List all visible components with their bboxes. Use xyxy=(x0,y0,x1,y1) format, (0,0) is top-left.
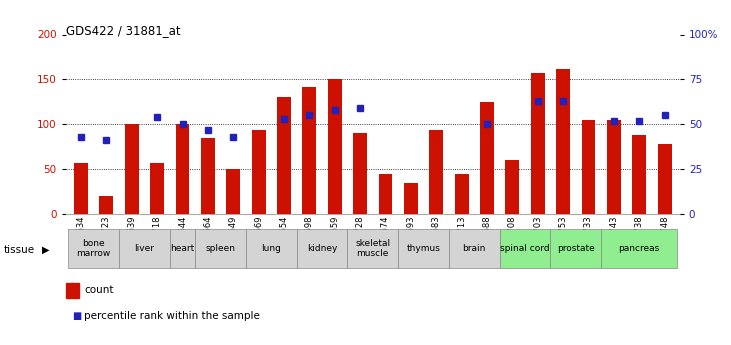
Text: prostate: prostate xyxy=(557,244,595,253)
Bar xyxy=(227,169,240,214)
Text: kidney: kidney xyxy=(307,244,337,253)
Text: ■: ■ xyxy=(72,311,81,321)
Bar xyxy=(658,144,672,214)
Bar xyxy=(601,228,678,268)
Bar xyxy=(347,228,398,268)
Bar xyxy=(550,228,601,268)
Bar xyxy=(277,97,291,214)
Bar xyxy=(150,163,164,214)
Bar xyxy=(581,120,596,214)
Text: tissue: tissue xyxy=(4,245,35,255)
Bar xyxy=(556,69,570,214)
Text: brain: brain xyxy=(463,244,486,253)
Bar xyxy=(379,174,393,214)
Text: spinal cord: spinal cord xyxy=(500,244,550,253)
Bar xyxy=(251,130,265,214)
Bar xyxy=(398,228,449,268)
Bar xyxy=(195,228,246,268)
Bar xyxy=(353,133,367,214)
Text: heart: heart xyxy=(170,244,194,253)
Bar xyxy=(480,102,494,214)
Text: lung: lung xyxy=(262,244,281,253)
Bar xyxy=(632,135,646,214)
Text: skeletal
muscle: skeletal muscle xyxy=(355,239,390,258)
Bar xyxy=(201,138,215,214)
Bar xyxy=(500,228,550,268)
Text: percentile rank within the sample: percentile rank within the sample xyxy=(84,311,260,321)
Bar xyxy=(175,124,189,214)
Text: pancreas: pancreas xyxy=(618,244,660,253)
Bar xyxy=(607,120,621,214)
Bar xyxy=(429,130,443,214)
Bar xyxy=(119,228,170,268)
Bar xyxy=(505,160,519,214)
Text: count: count xyxy=(84,285,113,295)
Bar xyxy=(246,228,297,268)
Bar xyxy=(303,87,317,214)
Bar xyxy=(404,183,418,214)
Bar xyxy=(99,196,113,214)
Bar xyxy=(531,73,545,214)
Bar xyxy=(297,228,347,268)
Bar xyxy=(170,228,195,268)
Text: bone
marrow: bone marrow xyxy=(77,239,111,258)
Text: ▶: ▶ xyxy=(42,245,50,255)
Bar xyxy=(455,174,469,214)
Bar xyxy=(449,228,500,268)
Bar xyxy=(327,79,341,214)
Bar xyxy=(74,163,88,214)
Bar xyxy=(68,228,119,268)
Text: liver: liver xyxy=(135,244,154,253)
Text: spleen: spleen xyxy=(205,244,235,253)
Text: thymus: thymus xyxy=(406,244,441,253)
Bar xyxy=(125,124,139,214)
Text: GDS422 / 31881_at: GDS422 / 31881_at xyxy=(66,24,181,37)
